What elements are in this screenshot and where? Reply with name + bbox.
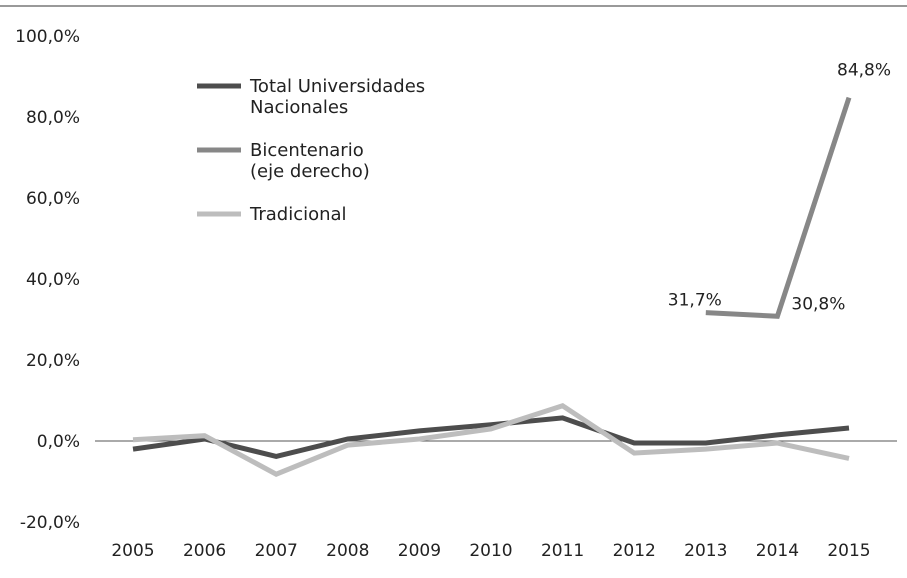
x-axis: 2005 2006 2007 2008 2009 2010 2011 2012 2013 2014… (111, 541, 870, 561)
x-tick-label: 2006 (183, 541, 226, 561)
series-layer (132, 96, 852, 477)
y-tick-label: -20,0% (20, 513, 80, 533)
data-label: 31,7% (668, 291, 722, 311)
y-tick-label: 40,0% (26, 270, 80, 290)
series-line-0 (132, 415, 850, 459)
x-tick-label: 2013 (684, 541, 727, 561)
x-tick-label: 2010 (469, 541, 512, 561)
x-tick-label: 2011 (541, 541, 584, 561)
x-tick-label: 2007 (255, 541, 298, 561)
data-label: 84,8% (837, 61, 891, 81)
series-line-2 (132, 403, 850, 477)
x-tick-label: 2009 (398, 541, 441, 561)
legend-label: (eje derecho) (250, 161, 370, 182)
series-line-1 (705, 96, 852, 319)
x-tick-label: 2014 (756, 541, 799, 561)
x-tick-label: 2015 (827, 541, 870, 561)
y-tick-label: 20,0% (26, 351, 80, 371)
legend-label: Tradicional (249, 204, 347, 225)
legend-label: Total Universidades (249, 76, 425, 97)
x-tick-label: 2005 (111, 541, 154, 561)
x-tick-label: 2012 (613, 541, 656, 561)
annotation-layer: 31,7% 30,8% 84,8% (668, 61, 891, 315)
y-axis: -20,0% 0,0% 20,0% 40,0% 60,0% 80,0% 100,0% (15, 27, 80, 533)
y-tick-label: 60,0% (26, 189, 80, 209)
legend-label: Nacionales (250, 97, 348, 118)
legend-label: Bicentenario (250, 140, 364, 161)
y-tick-label: 80,0% (26, 108, 80, 128)
y-tick-label: 0,0% (37, 432, 80, 452)
x-tick-label: 2008 (326, 541, 369, 561)
y-tick-label: 100,0% (15, 27, 80, 47)
data-label: 30,8% (791, 294, 845, 314)
